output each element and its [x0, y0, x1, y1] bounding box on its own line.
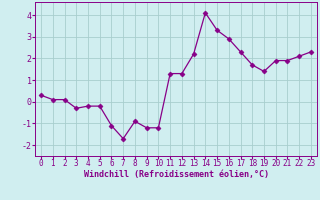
X-axis label: Windchill (Refroidissement éolien,°C): Windchill (Refroidissement éolien,°C) [84, 170, 268, 179]
